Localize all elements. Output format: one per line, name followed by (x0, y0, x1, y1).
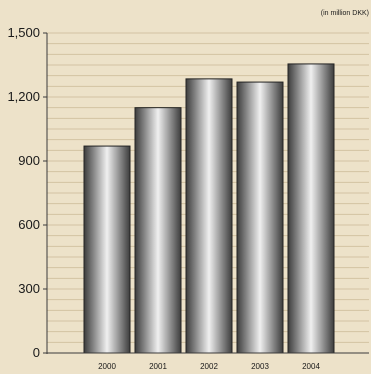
x-tick-label: 2004 (302, 362, 320, 371)
bar-2003 (236, 81, 284, 354)
y-tick-label: 0 (33, 345, 40, 360)
x-tick-label: 2002 (200, 362, 218, 371)
x-tick-label: 2003 (251, 362, 269, 371)
bar-2001 (134, 107, 182, 354)
y-tick-label: 300 (18, 281, 40, 296)
axes (43, 32, 369, 354)
bar-2000 (83, 145, 131, 354)
y-tick-label: 1,500 (7, 25, 40, 40)
bar-2002 (185, 78, 233, 354)
x-tick-label: 2000 (98, 362, 116, 371)
x-axis-tick-labels: 2000 2001 2002 2003 2004 (98, 362, 320, 371)
y-tick-label: 900 (18, 153, 40, 168)
y-axis-tick-labels: 0 300 600 900 1,200 1,500 (7, 25, 40, 360)
y-tick-label: 1,200 (7, 89, 40, 104)
x-tick-label: 2001 (149, 362, 167, 371)
bar-series (83, 63, 335, 354)
bar-2004 (287, 63, 335, 354)
unit-note: (in million DKK) (321, 10, 369, 17)
y-tick-label: 600 (18, 217, 40, 232)
